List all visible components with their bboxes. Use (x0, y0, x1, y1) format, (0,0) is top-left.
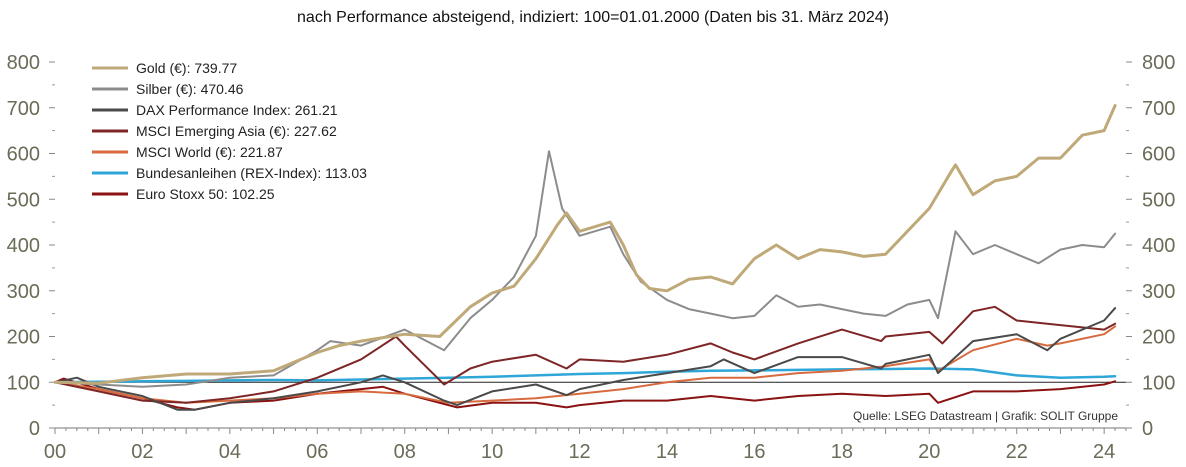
x-tick-label: 00 (44, 441, 66, 463)
y-tick-label-right: 0 (1142, 418, 1153, 440)
y-tick-label-right: 300 (1142, 281, 1175, 303)
x-tick-label: 10 (481, 441, 503, 463)
y-tick-label-right: 400 (1142, 235, 1175, 257)
y-tick-label-right: 700 (1142, 98, 1175, 120)
x-tick-label: 18 (831, 441, 853, 463)
y-tick-label-left: 700 (7, 98, 40, 120)
y-tick-label-left: 600 (7, 144, 40, 166)
y-tick-label-right: 600 (1142, 144, 1175, 166)
x-tick-label: 06 (306, 441, 328, 463)
y-tick-label-left: 0 (29, 418, 40, 440)
legend-label: Silber (€): 470.46 (136, 81, 244, 97)
chart-subtitle: nach Performance absteigend, indiziert: … (297, 9, 889, 26)
x-tick-label: 24 (1093, 441, 1115, 463)
x-tick-label: 04 (219, 441, 241, 463)
series-line (54, 325, 1117, 404)
y-tick-label-left: 800 (7, 52, 40, 74)
legend-label: Gold (€): 739.77 (136, 60, 237, 76)
legend-label: MSCI Emerging Asia (€): 227.62 (136, 123, 337, 139)
x-tick-label: 22 (1006, 441, 1028, 463)
series-line (54, 307, 1117, 411)
x-tick-label: 16 (743, 441, 765, 463)
y-tick-label-right: 200 (1142, 327, 1175, 349)
y-tick-label-left: 300 (7, 281, 40, 303)
series-line (54, 150, 1117, 388)
series-line (54, 305, 1117, 404)
x-tick-label: 14 (656, 441, 678, 463)
source-note: Quelle: LSEG Datastream | Grafik: SOLIT … (853, 409, 1118, 423)
legend-label: MSCI World (€): 221.87 (136, 144, 283, 160)
y-tick-label-left: 500 (7, 189, 40, 211)
x-tick-label: 08 (394, 441, 416, 463)
series-lines (53, 104, 1117, 411)
legend-label: Euro Stoxx 50: 102.25 (136, 186, 275, 202)
y-tick-label-right: 100 (1142, 372, 1175, 394)
series-line (53, 104, 1117, 385)
y-tick-label-right: 800 (1142, 52, 1175, 74)
x-tick-label: 20 (918, 441, 940, 463)
x-tick-label: 02 (131, 441, 153, 463)
y-tick-label-left: 200 (7, 327, 40, 349)
legend-label: DAX Performance Index: 261.21 (136, 102, 338, 118)
y-tick-label-right: 500 (1142, 189, 1175, 211)
series-line (53, 367, 1117, 384)
y-tick-label-left: 400 (7, 235, 40, 257)
x-tick-label: 12 (568, 441, 590, 463)
chart-legend: Gold (€): 739.77 Silber (€): 470.46 DAX Pe… (92, 60, 367, 202)
legend-label: Bundesanleihen (REX-Index): 113.03 (136, 165, 367, 181)
y-tick-label-left: 100 (7, 372, 40, 394)
